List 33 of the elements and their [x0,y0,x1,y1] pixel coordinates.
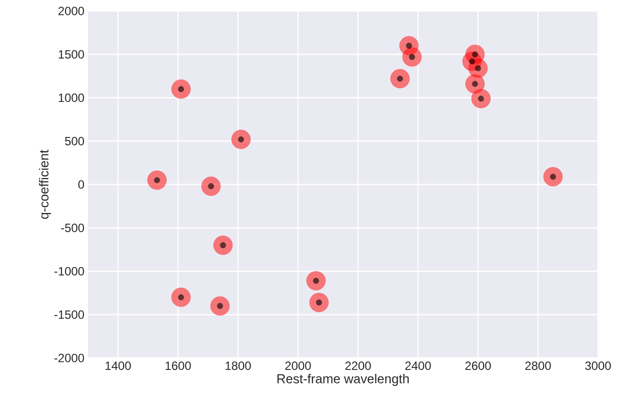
point [306,271,326,290]
y-axis-title: q-coefficient [38,150,52,219]
x-tick-label: 2600 [465,362,491,370]
x-axis-title: Rest-frame wavelength [277,374,409,386]
point [309,292,329,312]
point [171,288,191,307]
x-tick-label: 2200 [345,362,371,370]
point [210,296,230,316]
point [213,236,233,255]
y-tick-label: -1000 [54,267,84,276]
point [231,130,251,150]
y-tick-label: 1500 [58,50,84,59]
point [171,79,191,99]
x-tick-label: 1400 [106,362,131,370]
y-tick-label: -2000 [54,354,84,362]
y-tick-label: 500 [65,136,84,146]
x-tick-label: 1600 [166,362,191,370]
x-tick-label: 3000 [585,362,611,370]
point [471,88,491,108]
point [543,167,563,186]
point [147,170,167,190]
y-tick-label: -1500 [54,310,84,319]
point [201,176,221,196]
y-tick-label: 1000 [58,94,84,102]
y-tick-label: -500 [61,224,84,232]
y-tick-label: 0 [78,180,84,189]
x-tick-label: 2400 [405,362,431,370]
point [402,47,422,67]
x-tick-label: 2000 [285,362,311,370]
y-tick-label: 2000 [58,6,84,16]
x-tick-label: 1800 [226,362,251,370]
x-tick-label: 2800 [525,362,551,370]
point [390,69,410,88]
